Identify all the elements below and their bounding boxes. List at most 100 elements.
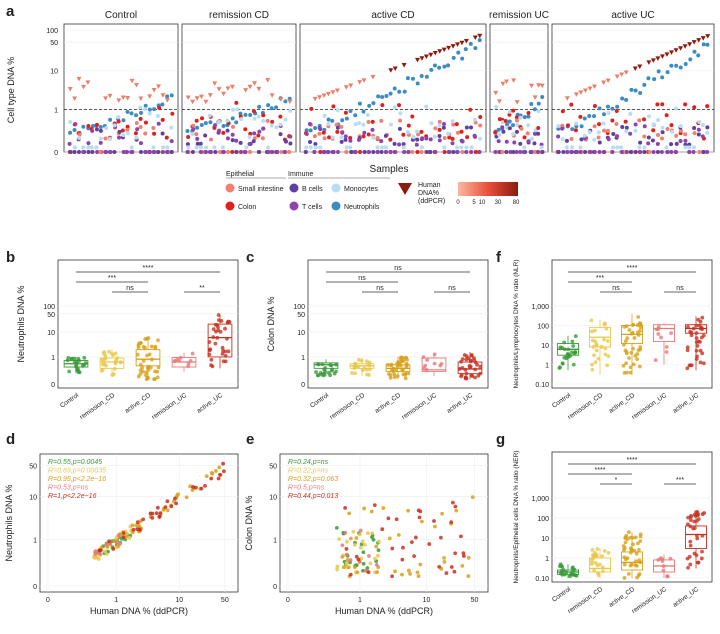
f-point — [636, 315, 641, 319]
g-point — [665, 574, 669, 578]
a-point — [243, 150, 248, 154]
a-point — [432, 134, 437, 139]
a-point — [540, 94, 545, 99]
a-point — [587, 130, 592, 135]
a-point — [325, 150, 330, 154]
d-point — [194, 485, 198, 490]
a-point — [464, 150, 469, 154]
a-point — [456, 50, 461, 55]
b-point — [111, 372, 116, 376]
a-point — [419, 150, 424, 154]
legend-human-dna-icon — [398, 183, 412, 195]
e-point — [444, 571, 449, 575]
f-point — [688, 329, 693, 334]
a-point — [433, 126, 438, 131]
d-point — [188, 484, 193, 489]
a-point — [624, 97, 629, 102]
c-point — [366, 362, 371, 367]
d-xlabel: Human DNA % (ddPCR) — [90, 606, 188, 616]
c-point — [392, 372, 397, 377]
a-human-dna-marker — [203, 99, 209, 105]
a-point — [529, 150, 534, 154]
g-point — [661, 568, 666, 573]
c-point — [356, 357, 361, 362]
c-point — [364, 359, 369, 364]
d-point — [102, 549, 107, 554]
e-point — [348, 572, 353, 577]
a-human-dna-marker — [659, 54, 665, 59]
a-human-dna-marker — [225, 86, 231, 91]
e-point — [401, 545, 405, 550]
a-point — [642, 145, 647, 150]
g-point — [622, 562, 627, 567]
c-point — [478, 364, 483, 369]
c-point — [390, 368, 395, 373]
a-point — [288, 108, 293, 113]
a-human-dna-marker — [682, 44, 688, 49]
c-sig-label: ns — [358, 275, 366, 282]
e-point — [334, 525, 339, 530]
f-point — [694, 323, 699, 328]
a-point — [437, 127, 442, 132]
a-point — [358, 150, 363, 154]
e-point — [367, 554, 371, 558]
e-point — [352, 565, 357, 570]
c-point — [463, 375, 468, 380]
a-point — [204, 145, 209, 150]
a-ytick: 100 — [46, 28, 58, 35]
a-point — [256, 133, 261, 138]
a-point — [522, 145, 527, 150]
a-point — [139, 110, 144, 115]
a-point — [637, 118, 642, 123]
b-point — [213, 341, 218, 346]
g-point — [688, 539, 693, 544]
f-ylabel: Neutrophils/Lymphocytes DNA % ratio (NLR… — [513, 259, 520, 388]
b-point — [177, 358, 182, 363]
a-human-dna-marker — [325, 91, 331, 97]
g-point — [700, 549, 704, 554]
a-point — [642, 150, 647, 154]
a-point — [129, 111, 134, 116]
a-point — [72, 128, 77, 133]
e-ytick: 1 — [273, 538, 277, 545]
a-point — [225, 136, 230, 141]
a-human-dna-marker — [423, 54, 429, 59]
legend-gradient-tick: 10 — [479, 200, 486, 206]
b-point — [144, 370, 149, 375]
panel-letter-d: d — [6, 431, 15, 448]
c-point — [388, 376, 393, 380]
c-ytick: 10 — [297, 330, 305, 337]
a-point — [234, 150, 239, 154]
a-ytick: 0 — [54, 150, 58, 157]
g-point — [694, 519, 699, 523]
a-point — [353, 113, 358, 118]
a-point — [655, 150, 660, 154]
a-human-dna-marker — [614, 74, 620, 80]
a-point — [231, 107, 236, 112]
a-human-dna-marker — [156, 84, 162, 89]
a-point — [411, 135, 416, 140]
a-point — [283, 99, 288, 104]
a-point — [601, 150, 606, 154]
e-point — [459, 534, 463, 539]
b-point — [67, 369, 72, 374]
a-point — [601, 121, 606, 126]
a-point — [261, 126, 266, 131]
a-point — [605, 104, 610, 109]
a-point — [138, 105, 143, 110]
a-point — [687, 150, 692, 154]
a-point — [190, 131, 195, 136]
a-human-dna-marker — [125, 96, 131, 101]
f-point — [571, 362, 576, 367]
a-point — [556, 134, 561, 139]
a-point — [380, 103, 385, 108]
b-point — [152, 377, 157, 382]
c-point — [385, 362, 390, 367]
e-ylabel: Colon DNA % — [244, 495, 254, 550]
a-point — [279, 150, 284, 154]
a-point — [535, 150, 540, 154]
legend-label-monocytes: Monocytes — [344, 186, 378, 193]
a-point — [239, 117, 244, 122]
d-point — [158, 511, 163, 516]
f-point — [560, 361, 565, 366]
